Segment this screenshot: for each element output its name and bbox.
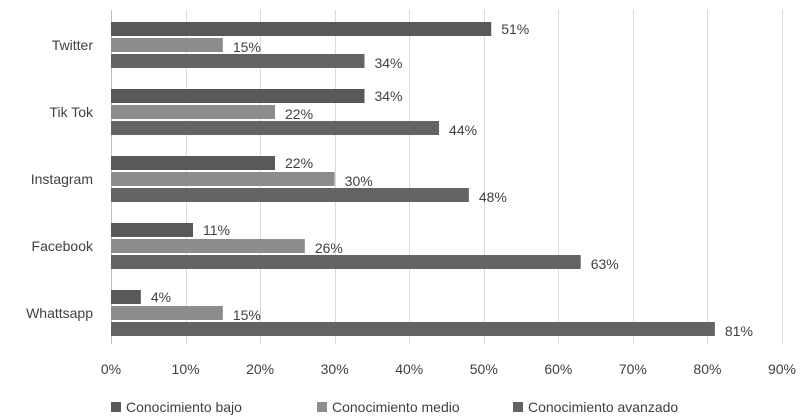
data-label: 30% <box>345 173 373 189</box>
data-labels: 51% 15% 34% 34% 22% 44% 22% 30% 48% 11% 26% 63% 4% 15… <box>151 21 753 339</box>
data-label: 15% <box>233 39 261 55</box>
category-label: Twitter <box>52 37 94 53</box>
x-tick-label: 90% <box>768 361 796 377</box>
data-label: 51% <box>501 21 529 37</box>
x-tick-label: 40% <box>395 361 423 377</box>
legend-label: Conocimiento bajo <box>126 399 242 415</box>
legend: Conocimiento bajo Conocimiento medio Conoc… <box>111 399 678 415</box>
bar-conocimiento-avanzado <box>111 188 469 202</box>
legend-swatch <box>317 402 327 412</box>
category-label: Tik Tok <box>49 104 94 120</box>
x-tick-label: 80% <box>693 361 721 377</box>
data-label: 26% <box>315 240 343 256</box>
bar-conocimiento-avanzado <box>111 121 440 135</box>
x-tick-label: 30% <box>321 361 349 377</box>
data-label: 15% <box>233 307 261 323</box>
legend-swatch <box>111 402 121 412</box>
x-tick-label: 60% <box>544 361 572 377</box>
data-label: 4% <box>151 289 171 305</box>
x-tick-labels: 0% 10% 20% 30% 40% 50% 60% 70% 80% 90% <box>101 361 796 377</box>
category-label: Whattsapp <box>26 305 93 321</box>
x-tick-label: 0% <box>101 361 121 377</box>
legend-label: Conocimiento avanzado <box>528 399 678 415</box>
bar-conocimiento-avanzado <box>111 322 715 336</box>
bar-conocimiento-bajo <box>111 22 492 36</box>
category-labels: Twitter Tik Tok Instagram Facebook Whattsapp <box>26 37 94 321</box>
bar-conocimiento-bajo <box>111 290 141 304</box>
bar-conocimiento-medio <box>111 105 276 119</box>
legend-label: Conocimiento medio <box>332 399 460 415</box>
data-label: 11% <box>203 222 230 238</box>
data-label: 63% <box>591 256 619 272</box>
legend-swatch <box>513 402 523 412</box>
x-tick-label: 50% <box>470 361 498 377</box>
data-label: 44% <box>449 122 477 138</box>
data-label: 22% <box>285 106 313 122</box>
data-label: 34% <box>374 88 402 104</box>
data-label: 48% <box>479 189 507 205</box>
bar-conocimiento-bajo <box>111 223 194 237</box>
bars <box>111 22 715 336</box>
x-tick-label: 20% <box>246 361 274 377</box>
category-label: Instagram <box>31 171 93 187</box>
bar-conocimiento-bajo <box>111 89 365 103</box>
x-tick-label: 10% <box>172 361 200 377</box>
bar-conocimiento-avanzado <box>111 255 581 269</box>
x-tick-label: 70% <box>619 361 647 377</box>
data-label: 34% <box>374 55 402 71</box>
bar-conocimiento-bajo <box>111 156 276 170</box>
bar-conocimiento-medio <box>111 306 223 320</box>
data-label: 22% <box>285 155 313 171</box>
category-label: Facebook <box>32 238 94 254</box>
bar-conocimiento-medio <box>111 239 305 253</box>
data-label: 81% <box>725 323 753 339</box>
bar-conocimiento-medio <box>111 172 335 186</box>
bar-conocimiento-medio <box>111 38 223 52</box>
bar-conocimiento-avanzado <box>111 54 365 68</box>
